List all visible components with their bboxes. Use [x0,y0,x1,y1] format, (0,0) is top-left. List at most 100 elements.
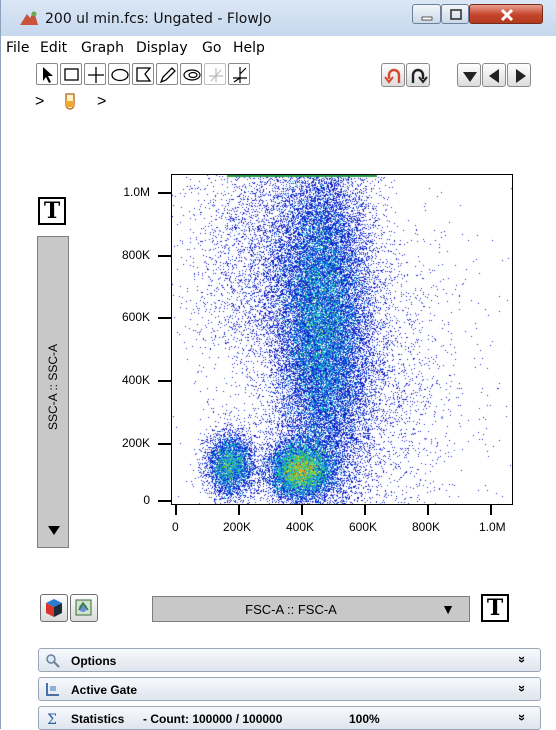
freehand-gate-button[interactable] [156,63,178,85]
graph-options-button[interactable] [70,594,98,622]
triangle-down-icon [458,64,482,88]
polygon-gate-button[interactable] [132,63,154,85]
gate-icon [45,682,60,697]
chevron-double-down-icon[interactable]: » [515,685,530,692]
y-tick-mark [158,255,171,257]
pointer-tool-button[interactable] [36,63,58,85]
plot-type-button[interactable] [40,594,68,622]
redo-icon [407,64,431,88]
menu-file[interactable]: File [6,40,29,56]
y-tick-label: 400K [122,373,150,387]
y-axis-text-button[interactable]: T [38,197,66,225]
maximize-button[interactable] [441,4,469,24]
x-axis-label: FSC-A :: FSC-A [153,602,429,617]
options-label: Options [71,654,116,668]
y-tick-label: 600K [122,310,150,324]
x-tick-label: 800K [412,520,440,534]
undo-icon [382,64,406,88]
window-title: 200 ul min.fcs: Ungated - FlowJo [45,11,272,27]
spider-icon [229,64,251,86]
y-tick-mark [158,380,171,382]
y-axis-parameter-select[interactable]: SSC-A :: SSC-A [37,236,69,548]
options-panel-header[interactable]: Options » [38,648,541,672]
spider-gate-button[interactable] [204,63,226,85]
forward-button[interactable] [507,63,531,87]
dropdown-arrow-icon [47,524,61,536]
x-tick-label: 1.0M [479,520,506,534]
x-tick-label: 200K [223,520,251,534]
minimize-button[interactable] [412,4,441,24]
x-tick-mark [301,505,303,515]
minimize-icon [413,5,442,25]
x-tick-label: 400K [286,520,314,534]
sample-tube-icon[interactable] [63,92,77,110]
y-tick-label: 1.0M [123,185,150,199]
x-tick-mark [175,505,177,515]
x-tick-label: 600K [349,520,377,534]
close-icon [470,5,544,25]
y-tick-label: 200K [122,436,150,450]
statistics-percent: 100% [349,712,380,726]
y-tick-label: 0 [143,493,150,507]
menu-go[interactable]: Go [202,40,221,56]
rectangle-icon [61,64,83,86]
x-tick-mark [427,505,429,515]
rectangle-gate-button[interactable] [60,63,82,85]
3d-cube-icon [41,595,67,621]
quadrant-gate-button[interactable] [84,63,106,85]
x-axis-parameter-select[interactable]: FSC-A :: FSC-A ▼ [152,596,470,622]
statistics-label: Statistics [71,712,124,726]
quadrant-icon [85,64,107,86]
density-dot-canvas [172,175,513,505]
pointer-icon [37,64,59,86]
bifurcated-gate-button[interactable] [180,63,202,85]
breadcrumb-separator: > [35,93,44,111]
ellipse-gate-button[interactable] [108,63,130,85]
statistics-panel-header[interactable]: Σ Statistics - Count: 100000 / 100000 10… [38,706,541,730]
chevron-double-down-icon[interactable]: » [515,714,530,721]
y-tick-mark [158,317,171,319]
x-tick-mark [238,505,240,515]
flowjo-app-icon [18,9,40,27]
previous-sample-button[interactable] [457,63,481,87]
y-tick-mark [158,192,171,194]
y-axis-label: SSC-A :: SSC-A [46,344,60,430]
title-bar[interactable]: 200 ul min.fcs: Ungated - FlowJo [1,0,556,37]
triangle-right-icon [508,64,532,88]
close-button[interactable] [469,4,543,24]
x-axis-text-button[interactable]: T [481,594,509,622]
svg-text:Σ: Σ [47,712,57,726]
x-tick-mark [364,505,366,515]
graph-window-icon [71,595,97,621]
y-tick-label: 800K [122,248,150,262]
menu-graph[interactable]: Graph [81,40,124,56]
chevron-double-down-icon[interactable]: » [515,656,530,663]
menu-help[interactable]: Help [233,40,265,56]
sigma-icon: Σ [45,711,60,726]
ellipse-icon [109,64,131,86]
menu-edit[interactable]: Edit [40,40,67,56]
x-tick-mark [490,505,492,515]
pencil-icon [157,64,179,86]
density-plot[interactable] [171,174,513,505]
undo-button[interactable] [381,63,405,87]
spider-plot-button[interactable] [228,63,250,85]
breadcrumb-separator-2: > [97,93,106,111]
x-tick-label: 0 [172,520,179,534]
maximize-icon [442,5,470,25]
y-tick-mark [158,443,171,445]
back-button[interactable] [482,63,506,87]
y-tick-mark [158,500,171,502]
dropdown-arrow-icon: ▼ [441,601,455,617]
menu-display[interactable]: Display [136,40,188,56]
polygon-icon [133,64,155,86]
crosshair-disabled-icon [205,64,227,86]
nested-ellipse-icon [181,64,203,86]
magnifier-icon [45,653,60,668]
statistics-count: - Count: 100000 / 100000 [143,712,282,726]
triangle-left-icon [483,64,507,88]
active-gate-panel-header[interactable]: Active Gate » [38,677,541,701]
redo-button[interactable] [406,63,430,87]
active-gate-label: Active Gate [71,683,137,697]
